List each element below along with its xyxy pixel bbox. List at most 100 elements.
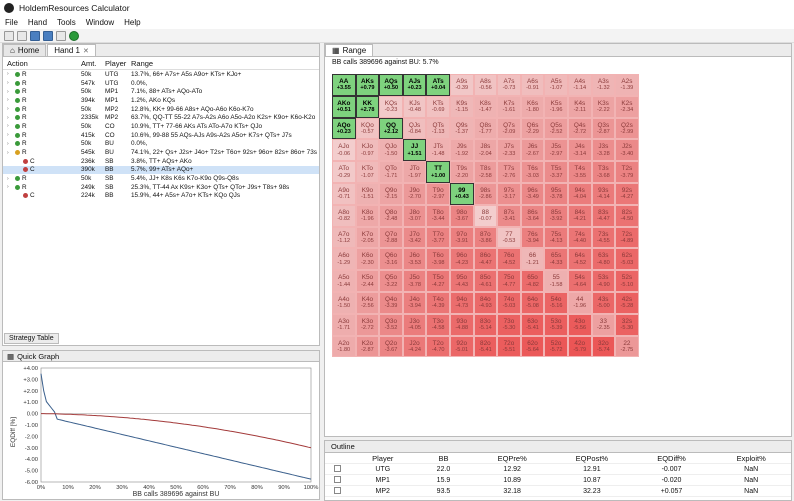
range-cell-ats[interactable]: ATs +0.04 bbox=[426, 74, 450, 96]
range-cell-75s[interactable]: 75s -4.13 bbox=[544, 226, 568, 249]
range-cell-k6o[interactable]: K6o -2.30 bbox=[355, 248, 380, 271]
range-cell-j4o[interactable]: J4o -3.94 bbox=[402, 291, 427, 314]
range-cell-j8o[interactable]: J8o -3.07 bbox=[402, 204, 427, 227]
range-cell-ajo[interactable]: AJo -0.06 bbox=[332, 139, 356, 162]
range-cell-42o[interactable]: 42o -5.79 bbox=[567, 335, 592, 358]
tab-range[interactable]: ▦ Range bbox=[325, 44, 374, 56]
range-cell-83s[interactable]: 83s -4.47 bbox=[591, 204, 616, 227]
range-cell-75o[interactable]: 75o -4.77 bbox=[497, 270, 521, 292]
range-cell-k9o[interactable]: K9o -1.51 bbox=[355, 182, 380, 205]
range-cell-62s[interactable]: 62s -5.03 bbox=[615, 248, 639, 271]
range-cell-kk[interactable]: KK +2.78 bbox=[355, 95, 380, 118]
range-cell-52s[interactable]: 52s -5.10 bbox=[615, 270, 639, 292]
range-cell-qjs[interactable]: QJs -0.84 bbox=[402, 117, 427, 140]
range-cell-aa[interactable]: AA +3.55 bbox=[332, 74, 356, 96]
range-cell-q6o[interactable]: Q6o -3.16 bbox=[379, 248, 403, 271]
range-cell-qto[interactable]: QTo -1.71 bbox=[379, 161, 403, 183]
range-cell-85o[interactable]: 85o -4.61 bbox=[473, 270, 498, 292]
range-cell-t4o[interactable]: T4o -4.39 bbox=[426, 291, 450, 314]
table-row[interactable]: › R 50k CO 10.9%, TT+ 77-66 AKs ATs ATo-A7o … bbox=[3, 122, 319, 131]
range-cell-j4s[interactable]: J4s -3.14 bbox=[567, 139, 592, 162]
range-cell-t5s[interactable]: T5s -3.37 bbox=[544, 161, 568, 183]
range-cell-t7s[interactable]: T7s -2.76 bbox=[497, 161, 521, 183]
range-cell-72s[interactable]: 72s -4.89 bbox=[615, 226, 639, 249]
range-cell-t5o[interactable]: T5o -4.27 bbox=[426, 270, 450, 292]
range-cell-a6o[interactable]: A6o -1.29 bbox=[332, 248, 356, 271]
range-cell-jto[interactable]: JTo -1.97 bbox=[402, 161, 427, 183]
outline-row[interactable]: MP2 93.5 32.18 32.23 +0.057 NaN bbox=[325, 486, 791, 497]
range-cell-65o[interactable]: 65o -4.82 bbox=[520, 270, 545, 292]
range-cell-k3s[interactable]: K3s -2.22 bbox=[591, 95, 616, 118]
range-cell-j8s[interactable]: J8s -2.04 bbox=[473, 139, 498, 162]
range-cell-q7o[interactable]: Q7o -2.88 bbox=[379, 226, 403, 249]
range-cell-92s[interactable]: 92s -4.27 bbox=[615, 182, 639, 205]
range-cell-a7s[interactable]: A7s -0.73 bbox=[497, 74, 521, 96]
range-cell-97s[interactable]: 97s -3.17 bbox=[497, 182, 521, 205]
tab-home[interactable]: ⌂ Home bbox=[3, 44, 47, 56]
range-cell-33[interactable]: 33 -2.35 bbox=[591, 313, 616, 336]
range-cell-63s[interactable]: 63s -4.80 bbox=[591, 248, 616, 271]
range-cell-q6s[interactable]: Q6s -2.29 bbox=[520, 117, 545, 140]
range-cell-95s[interactable]: 95s -3.78 bbox=[544, 182, 568, 205]
range-cell-52o[interactable]: 52o -5.72 bbox=[544, 335, 568, 358]
range-cell-k8o[interactable]: K8o -1.96 bbox=[355, 204, 380, 227]
range-cell-a5s[interactable]: A5s -1.07 bbox=[544, 74, 568, 96]
range-cell-j6s[interactable]: J6s -2.67 bbox=[520, 139, 545, 162]
range-cell-76s[interactable]: 76s -3.94 bbox=[520, 226, 545, 249]
range-cell-t9s[interactable]: T9s -2.20 bbox=[449, 161, 474, 183]
new-dropdown-icon[interactable] bbox=[17, 30, 27, 41]
range-cell-93s[interactable]: 93s -4.14 bbox=[591, 182, 616, 205]
range-cell-54o[interactable]: 54o -5.16 bbox=[544, 291, 568, 314]
range-cell-ajs[interactable]: AJs +0.23 bbox=[402, 74, 427, 96]
menu-help[interactable]: Help bbox=[124, 18, 141, 27]
range-cell-94s[interactable]: 94s -4.04 bbox=[567, 182, 592, 205]
range-cell-74s[interactable]: 74s -4.40 bbox=[567, 226, 592, 249]
range-cell-q9s[interactable]: Q9s -1.37 bbox=[449, 117, 474, 140]
range-cell-q3o[interactable]: Q3o -3.52 bbox=[379, 313, 403, 336]
range-cell-86o[interactable]: 86o -4.47 bbox=[473, 248, 498, 271]
range-cell-q4s[interactable]: Q4s -2.72 bbox=[567, 117, 592, 140]
tab-outline[interactable]: Outline bbox=[325, 441, 791, 453]
save-icon[interactable] bbox=[43, 30, 53, 41]
table-row[interactable]: › R 50k UTG 13.7%, 66+ A7s+ A5s A9o+ KTs+ KJ… bbox=[3, 70, 319, 79]
range-cell-t2o[interactable]: T2o -4.70 bbox=[426, 335, 450, 358]
range-cell-t4s[interactable]: T4s -3.55 bbox=[567, 161, 592, 183]
range-cell-32o[interactable]: 32o -5.74 bbox=[591, 335, 616, 358]
range-cell-53s[interactable]: 53s -4.90 bbox=[591, 270, 616, 292]
range-cell-96s[interactable]: 96s -3.49 bbox=[520, 182, 545, 205]
range-cell-qjo[interactable]: QJo -1.50 bbox=[379, 139, 403, 162]
range-cell-q2o[interactable]: Q2o -3.67 bbox=[379, 335, 403, 358]
range-cell-k2o[interactable]: K2o -2.87 bbox=[355, 335, 380, 358]
range-cell-j6o[interactable]: J6o -3.53 bbox=[402, 248, 427, 271]
range-cell-qq[interactable]: QQ +2.12 bbox=[379, 117, 403, 140]
range-cell-98o[interactable]: 98o -3.67 bbox=[449, 204, 474, 227]
range-cell-q8s[interactable]: Q8s -1.77 bbox=[473, 117, 498, 140]
range-cell-t6s[interactable]: T6s -3.03 bbox=[520, 161, 545, 183]
run-icon[interactable] bbox=[69, 30, 79, 41]
range-cell-a6s[interactable]: A6s -0.91 bbox=[520, 74, 545, 96]
range-cell-k4o[interactable]: K4o -2.56 bbox=[355, 291, 380, 314]
range-cell-tt[interactable]: TT +1.00 bbox=[426, 161, 450, 183]
range-cell-54s[interactable]: 54s -4.64 bbox=[567, 270, 592, 292]
range-cell-t8s[interactable]: T8s -2.58 bbox=[473, 161, 498, 183]
range-cell-aqo[interactable]: AQo +0.23 bbox=[332, 117, 356, 140]
range-cell-j2o[interactable]: J2o -4.24 bbox=[402, 335, 427, 358]
range-cell-84o[interactable]: 84o -4.93 bbox=[473, 291, 498, 314]
range-cell-t2s[interactable]: T2s -3.79 bbox=[615, 161, 639, 183]
table-row[interactable]: › R 547k UTG 0.0%, bbox=[3, 79, 319, 88]
export-icon[interactable] bbox=[56, 30, 66, 41]
range-cell-kjo[interactable]: KJo -0.97 bbox=[355, 139, 380, 162]
table-row[interactable]: › R 50k MP1 7.1%, 88+ ATs+ AQo-ATo bbox=[3, 87, 319, 96]
range-cell-k5s[interactable]: K5s -1.96 bbox=[544, 95, 568, 118]
range-cell-87s[interactable]: 87s -3.41 bbox=[497, 204, 521, 227]
range-cell-qts[interactable]: QTs -1.13 bbox=[426, 117, 450, 140]
menu-hand[interactable]: Hand bbox=[27, 18, 48, 27]
range-cell-43o[interactable]: 43o -5.56 bbox=[567, 313, 592, 336]
range-cell-k8s[interactable]: K8s -1.47 bbox=[473, 95, 498, 118]
range-cell-q2s[interactable]: Q2s -2.99 bbox=[615, 117, 639, 140]
range-cell-85s[interactable]: 85s -3.92 bbox=[544, 204, 568, 227]
range-cell-73s[interactable]: 73s -4.55 bbox=[591, 226, 616, 249]
range-cell-j5o[interactable]: J5o -3.78 bbox=[402, 270, 427, 292]
range-cell-72o[interactable]: 72o -5.51 bbox=[497, 335, 521, 358]
range-cell-k9s[interactable]: K9s -1.15 bbox=[449, 95, 474, 118]
